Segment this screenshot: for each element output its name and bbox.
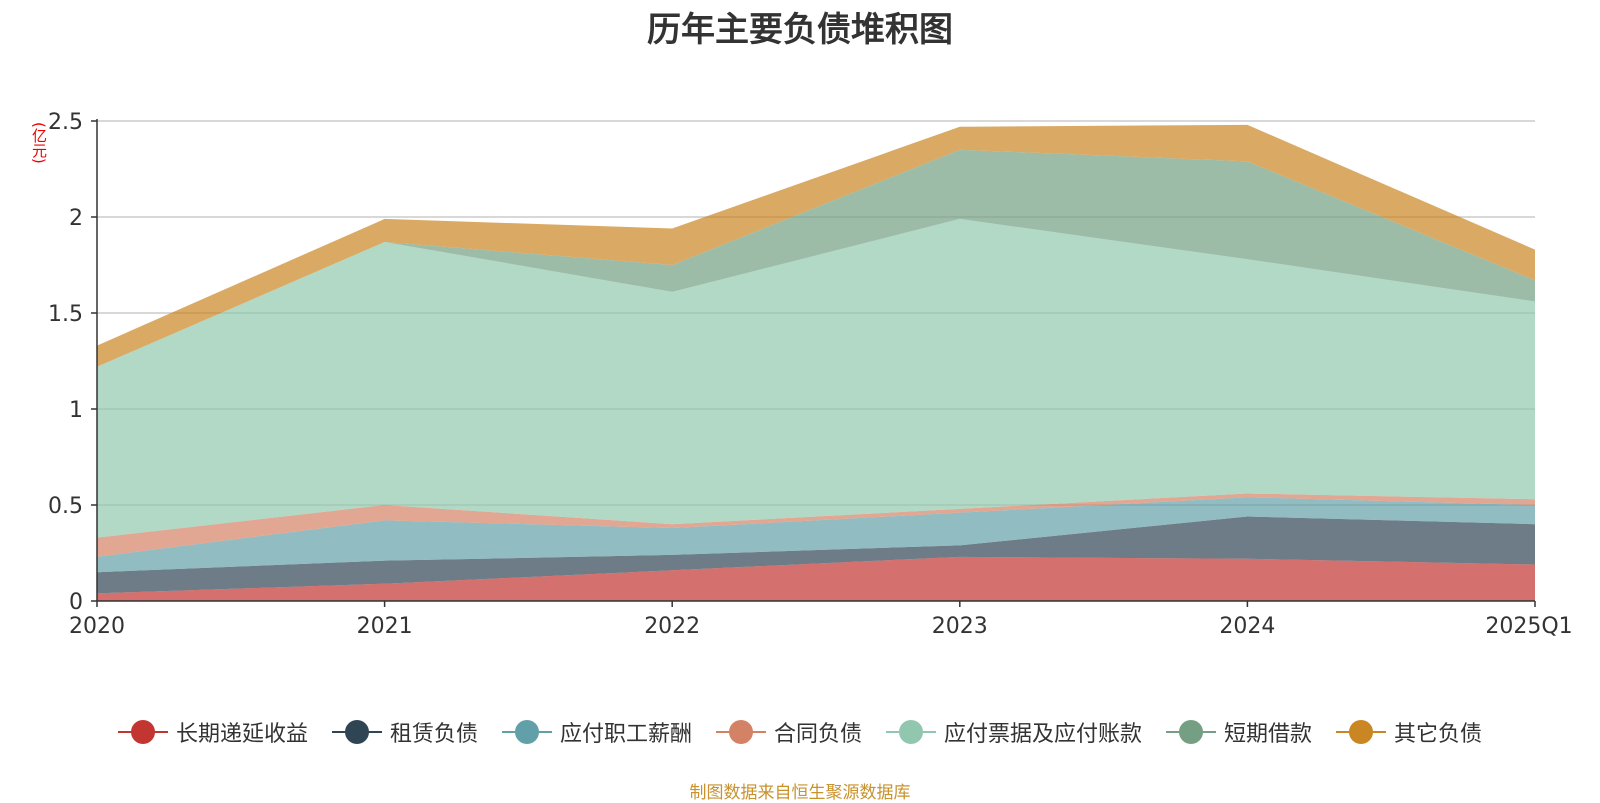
area-series-6 (97, 149, 1535, 367)
legend-label: 应付票据及应付账款 (944, 722, 1143, 747)
area-series (97, 124, 1535, 601)
y-tick-label: 1.5 (48, 302, 83, 327)
area-series-3 (97, 497, 1535, 573)
legend-marker-icon (117, 719, 168, 745)
x-tick-label: 2023 (932, 614, 988, 639)
x-tick-label: 2020 (69, 614, 125, 639)
legend-item-4[interactable]: 合同负债 (715, 716, 862, 748)
area-series-5 (97, 218, 1535, 538)
area-series-2 (97, 516, 1535, 594)
chart-title: 历年主要负债堆积图 (647, 10, 953, 50)
area-series-1 (97, 556, 1535, 601)
x-tick-label: 2025Q1 (1485, 614, 1572, 639)
x-tick-label: 2022 (644, 614, 700, 639)
y-tick-label: 0 (69, 590, 83, 615)
axes: 0 0.5 1 1.5 2 2.5 2020 2021 2022 2023 2024 2025Q1 (48, 110, 1573, 639)
legend-item-7[interactable]: 其它负债 (1336, 716, 1482, 748)
legend-item-1[interactable]: 长期递延收益 (117, 716, 308, 748)
legend-item-6[interactable]: 短期借款 (1166, 716, 1312, 748)
legend-label: 其它负债 (1394, 722, 1483, 747)
area-series-4 (97, 493, 1535, 557)
legend-item-3[interactable]: 应付职工薪酬 (501, 716, 692, 748)
y-tick-label: 0.5 (48, 494, 83, 519)
source-note: 制图数据来自恒生聚源数据库 (689, 783, 911, 803)
legend-label: 合同负债 (773, 722, 862, 747)
y-tick-label: 1 (69, 398, 83, 423)
x-tick-label: 2024 (1219, 614, 1275, 639)
y-tick-label: 2.5 (48, 110, 83, 135)
legend-marker-icon (1166, 719, 1217, 745)
legend-label: 长期递延收益 (175, 722, 308, 747)
legend: 长期递延收益 租赁负债 应付职工薪酬 合同负债 应付票据及应付账款 短期借款 其它负债 (0, 716, 1600, 748)
legend-marker-icon (886, 719, 936, 745)
legend-marker-icon (1336, 719, 1387, 745)
x-tick-label: 2021 (357, 614, 413, 639)
legend-label: 租赁负债 (389, 722, 478, 747)
legend-marker-icon (501, 719, 552, 745)
legend-item-5[interactable]: 应付票据及应付账款 (886, 716, 1142, 748)
legend-item-2[interactable]: 租赁负债 (331, 716, 478, 748)
y-axis-unit-label: (亿元) (30, 122, 48, 164)
legend-marker-icon (331, 719, 382, 745)
y-tick-label: 2 (69, 206, 83, 231)
legend-label: 应付职工薪酬 (559, 722, 692, 747)
legend-label: 短期借款 (1224, 722, 1313, 747)
legend-marker-icon (715, 719, 766, 745)
